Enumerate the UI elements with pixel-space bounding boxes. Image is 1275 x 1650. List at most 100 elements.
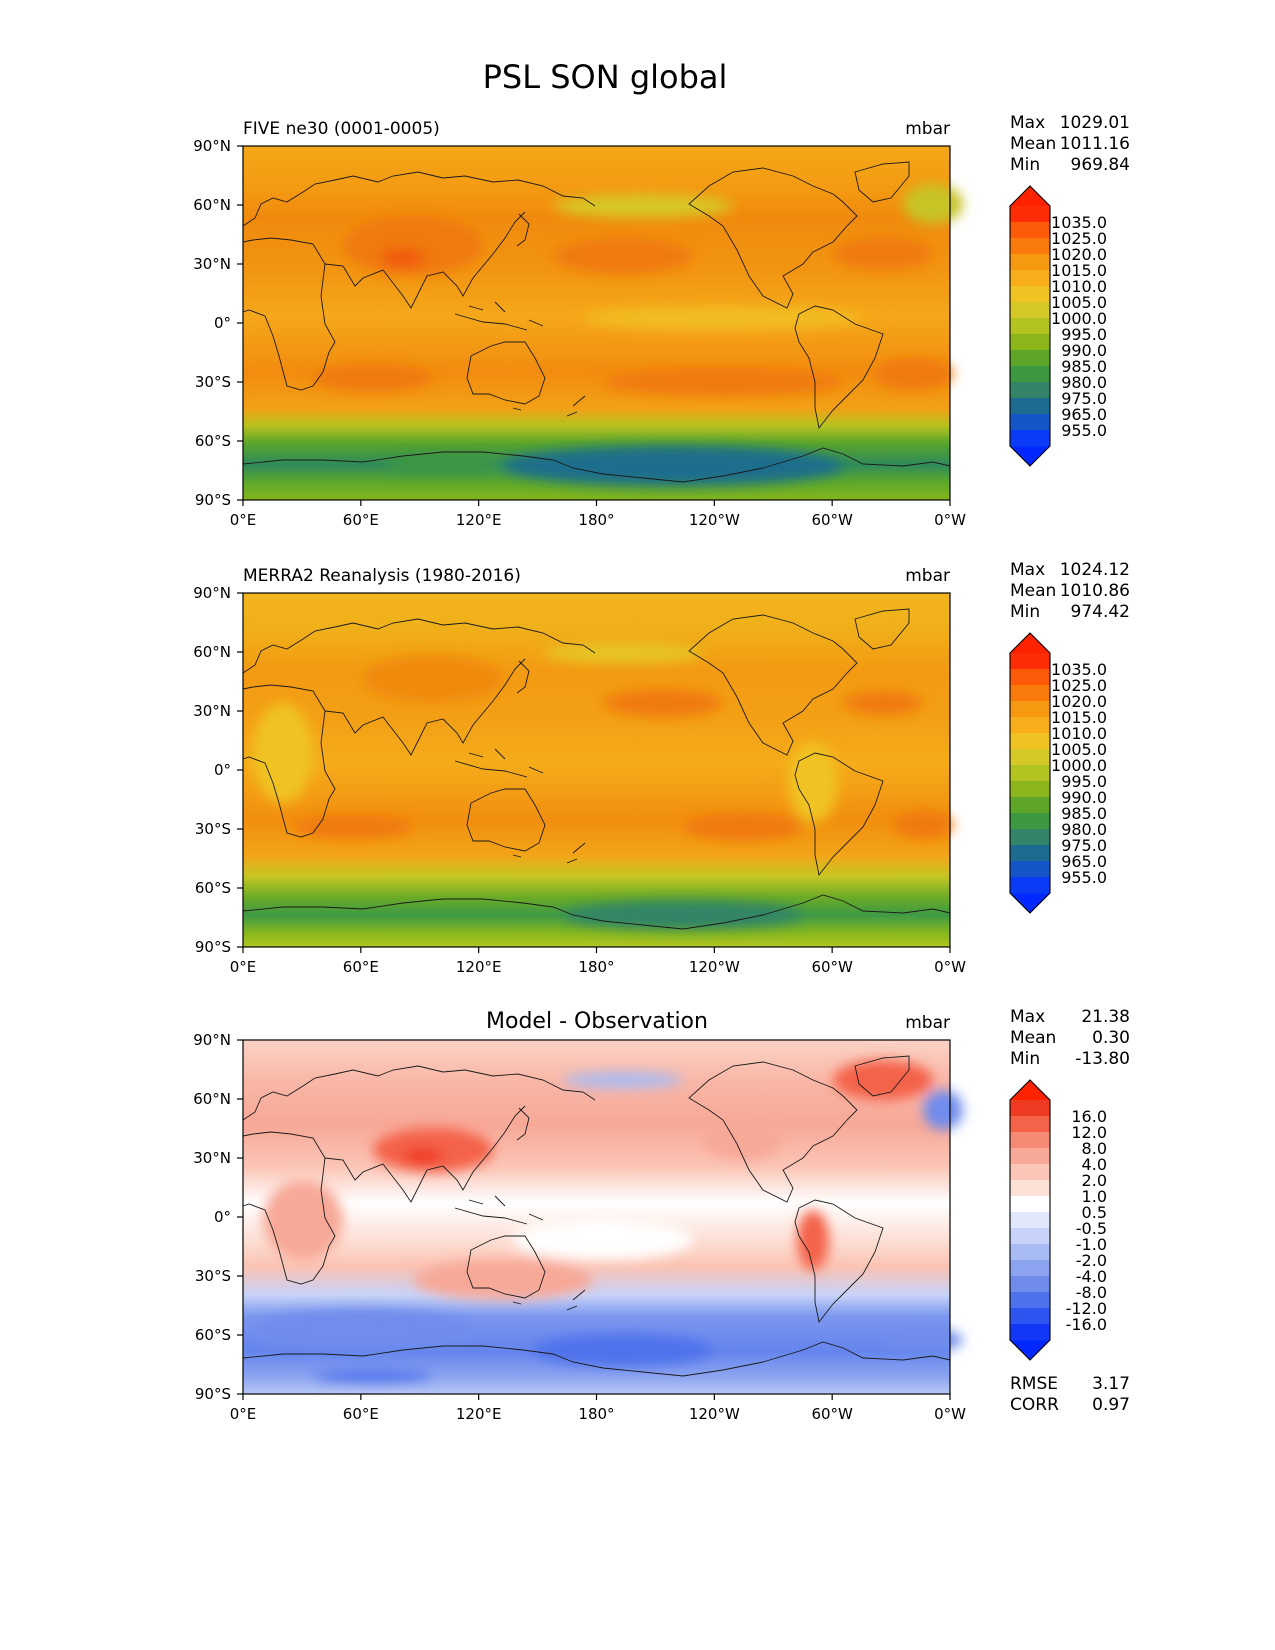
lat-tick-label: 0° xyxy=(214,314,231,332)
stat-value: 1029.01 xyxy=(1060,113,1130,133)
lon-tick-label: 0°W xyxy=(934,1405,966,1423)
colorbar-band xyxy=(1010,254,1050,271)
colorbar-band xyxy=(1010,717,1050,734)
colorbar-band xyxy=(1010,334,1050,351)
lat-tick-label: 30°S xyxy=(195,820,231,838)
panel-title-diff: Model - Observation xyxy=(486,1009,708,1034)
lat-tick-label: 30°S xyxy=(195,373,231,391)
colorbar-band xyxy=(1010,1100,1050,1117)
colorbar-outline xyxy=(1009,632,1051,914)
colorbar-band xyxy=(1010,1212,1050,1229)
colorbar-obs: 1035.01025.01020.01015.01010.01005.01000… xyxy=(1009,632,1107,914)
colorbar-band xyxy=(1010,829,1050,846)
colorbar-label: 8.0 xyxy=(1082,1139,1107,1158)
stat-label: Mean xyxy=(1010,581,1056,601)
lon-tick-label: 120°W xyxy=(689,511,740,529)
colorbar-band xyxy=(1010,1244,1050,1261)
colorbar-label: 975.0 xyxy=(1061,836,1107,855)
colorbar-band xyxy=(1010,813,1050,830)
stats-obs: Max 1024.12 Mean 1010.86 Min 974.42 xyxy=(1010,560,1130,622)
colorbar-band xyxy=(1010,733,1050,750)
colorbar-label: -16.0 xyxy=(1066,1315,1107,1334)
lon-tick-label: 0°E xyxy=(230,1405,257,1423)
figure-title: PSL SON global xyxy=(483,58,728,96)
lon-axis-obs: 0°E 60°E 120°E 180° 120°W 60°W 0°W xyxy=(230,947,966,976)
lat-tick-label: 90°S xyxy=(195,491,231,509)
colorbar-label: 980.0 xyxy=(1061,820,1107,839)
lat-tick-label: 30°N xyxy=(193,702,231,720)
lon-axis-model: 0°E 60°E 120°E 180° 120°W 60°W 0°W xyxy=(230,500,966,529)
colorbar-label: 1010.0 xyxy=(1051,277,1107,296)
lat-tick-label: 60°S xyxy=(195,879,231,897)
colorbar-band xyxy=(1010,286,1050,303)
lat-axis-diff: 90°N 60°N 30°N 0° 30°S 60°S 90°S xyxy=(193,1031,243,1403)
colorbar-band xyxy=(1010,1116,1050,1133)
panel-title-model: FIVE ne30 (0001-0005) xyxy=(243,119,440,139)
colorbar-label: 4.0 xyxy=(1082,1155,1107,1174)
stat-label: Max xyxy=(1010,113,1045,133)
colorbar-label: -2.0 xyxy=(1076,1251,1107,1270)
colorbar-label: 1015.0 xyxy=(1051,708,1107,727)
lat-tick-label: 30°N xyxy=(193,255,231,273)
colorbar-band xyxy=(1010,765,1050,782)
lon-tick-label: 120°E xyxy=(456,1405,502,1423)
colorbar-label: 16.0 xyxy=(1071,1107,1107,1126)
lon-tick-label: 60°W xyxy=(811,511,853,529)
colorbar-model: 1035.01025.01020.01015.01010.01005.01000… xyxy=(1009,185,1107,467)
colorbar-label: 995.0 xyxy=(1061,772,1107,791)
colorbar-band xyxy=(1010,1132,1050,1149)
colorbar-label: 1025.0 xyxy=(1051,676,1107,695)
colorbar-band xyxy=(1010,653,1050,670)
colorbar-band xyxy=(1010,238,1050,255)
colorbar-band xyxy=(1010,1308,1050,1325)
lon-tick-label: 60°E xyxy=(343,511,379,529)
lat-tick-label: 0° xyxy=(214,761,231,779)
lat-tick-label: 60°N xyxy=(193,1090,231,1108)
colorbar-band xyxy=(1010,414,1050,431)
lon-tick-label: 0°W xyxy=(934,958,966,976)
colorbar-label: 0.5 xyxy=(1082,1203,1107,1222)
colorbar-band xyxy=(1010,430,1050,447)
lat-axis-model: 90°N 60°N 30°N 0° 30°S 60°S 90°S xyxy=(193,137,243,509)
colorbar-label: 1020.0 xyxy=(1051,245,1107,264)
colorbar-label: 1035.0 xyxy=(1051,213,1107,232)
stat-value: 1010.86 xyxy=(1060,581,1130,601)
colorbar-label: 965.0 xyxy=(1061,852,1107,871)
panel-model: FIVE ne30 (0001-0005) mbar 90°N 60°N 30°N 0… xyxy=(193,119,966,529)
colorbar-over-extension xyxy=(1010,1080,1050,1101)
lat-tick-label: 0° xyxy=(214,1208,231,1226)
lat-tick-label: 90°N xyxy=(193,1031,231,1049)
corr-label: CORR xyxy=(1010,1395,1059,1415)
colorbar-label: 975.0 xyxy=(1061,389,1107,408)
field-features-model xyxy=(313,184,963,486)
colorbar-label: 2.0 xyxy=(1082,1171,1107,1190)
colorbar-label: 1015.0 xyxy=(1051,261,1107,280)
colorbar-band xyxy=(1010,669,1050,686)
colorbar-band xyxy=(1010,781,1050,798)
colorbar-label: 985.0 xyxy=(1061,357,1107,376)
colorbar-label: -4.0 xyxy=(1076,1267,1107,1286)
field-features-diff xyxy=(253,1060,963,1382)
colorbar-band xyxy=(1010,350,1050,367)
colorbar-label: -12.0 xyxy=(1066,1299,1107,1318)
panel-units-obs: mbar xyxy=(905,566,950,586)
colorbar-label: 12.0 xyxy=(1071,1123,1107,1142)
lat-tick-label: 60°N xyxy=(193,643,231,661)
colorbar-diff: 16.012.08.04.02.01.00.5-0.5-1.0-2.0-4.0-… xyxy=(1009,1079,1107,1361)
colorbar-label: 990.0 xyxy=(1061,341,1107,360)
colorbar-band xyxy=(1010,366,1050,383)
lon-tick-label: 60°E xyxy=(343,1405,379,1423)
colorbar-band xyxy=(1010,797,1050,814)
stats-model: Max 1029.01 Mean 1011.16 Min 969.84 xyxy=(1010,113,1130,175)
colorbar-band xyxy=(1010,1324,1050,1341)
colorbar-band xyxy=(1010,1276,1050,1293)
stat-label: Min xyxy=(1010,1049,1040,1069)
colorbar-label: 1035.0 xyxy=(1051,660,1107,679)
field-features-obs xyxy=(253,643,953,929)
panel-obs: MERRA2 Reanalysis (1980-2016) mbar 90°N 6… xyxy=(193,566,966,976)
stats-diff: Max 21.38 Mean 0.30 Min -13.80 xyxy=(1010,1007,1130,1069)
colorbar-label: 995.0 xyxy=(1061,325,1107,344)
stat-value: 1011.16 xyxy=(1060,134,1130,154)
lat-tick-label: 60°S xyxy=(195,1326,231,1344)
stat-value: 21.38 xyxy=(1081,1007,1130,1027)
